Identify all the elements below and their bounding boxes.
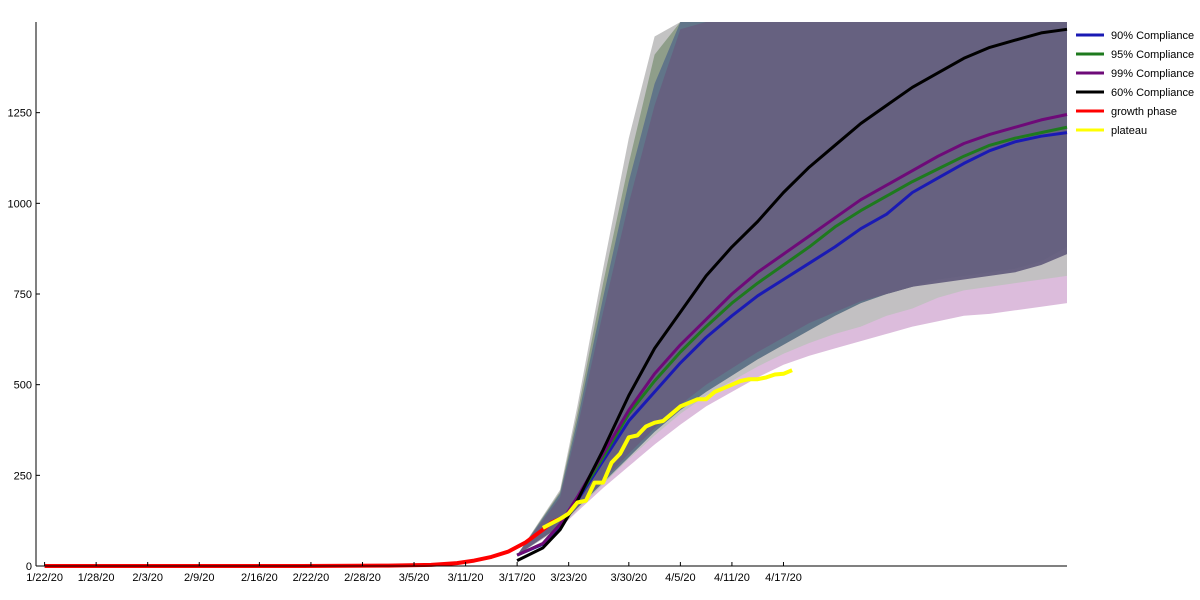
x-tick-label: 1/22/20 — [26, 572, 63, 584]
legend-label: 90% Compliance — [1111, 30, 1194, 42]
uncertainty-bands — [517, 22, 1067, 556]
y-tick-label: 250 — [14, 470, 32, 482]
y-tick-label: 1000 — [8, 198, 32, 210]
legend-label: growth phase — [1111, 106, 1177, 118]
series-line-plateau — [541, 368, 793, 530]
y-tick-label: 1250 — [8, 108, 32, 120]
legend: 90% Compliance 95% Compliance 99% Complian… — [1071, 24, 1199, 142]
y-tick-label: 500 — [14, 380, 32, 392]
x-tick-label: 2/3/20 — [132, 572, 163, 584]
series-lines — [44, 27, 1068, 568]
x-tick-label: 2/16/20 — [241, 572, 278, 584]
y-axis-ticks: 0 250 500 750 1000 1250 — [8, 108, 40, 573]
legend-label: 99% Compliance — [1111, 68, 1194, 80]
x-tick-label: 2/9/20 — [184, 572, 215, 584]
x-tick-label: 1/28/20 — [78, 572, 115, 584]
legend-label: 60% Compliance — [1111, 87, 1194, 99]
x-tick-label: 3/17/20 — [499, 572, 536, 584]
x-tick-label: 3/11/20 — [448, 572, 484, 584]
y-tick-label: 750 — [14, 289, 32, 301]
x-tick-label: 3/23/20 — [550, 572, 587, 584]
y-tick-label: 0 — [26, 561, 32, 573]
x-tick-label: 2/28/20 — [344, 572, 381, 584]
x-tick-label: 4/17/20 — [765, 572, 802, 584]
x-tick-label: 3/5/20 — [399, 572, 430, 584]
legend-label: 95% Compliance — [1111, 49, 1194, 61]
series-line-95 — [516, 125, 1068, 557]
series-line-60 — [516, 27, 1068, 562]
legend-box — [1071, 24, 1199, 142]
x-tick-label: 4/11/20 — [714, 572, 750, 584]
series-line-90 — [516, 131, 1068, 557]
x-tick-label: 2/22/20 — [293, 572, 330, 584]
legend-label: plateau — [1111, 125, 1147, 137]
series-line-growth — [44, 517, 561, 568]
x-tick-label: 4/5/20 — [665, 572, 696, 584]
x-axis-ticks: 1/22/20 1/28/20 2/3/20 2/9/20 2/16/20 2/22/20… — [26, 562, 802, 584]
x-tick-label: 3/30/20 — [610, 572, 647, 584]
